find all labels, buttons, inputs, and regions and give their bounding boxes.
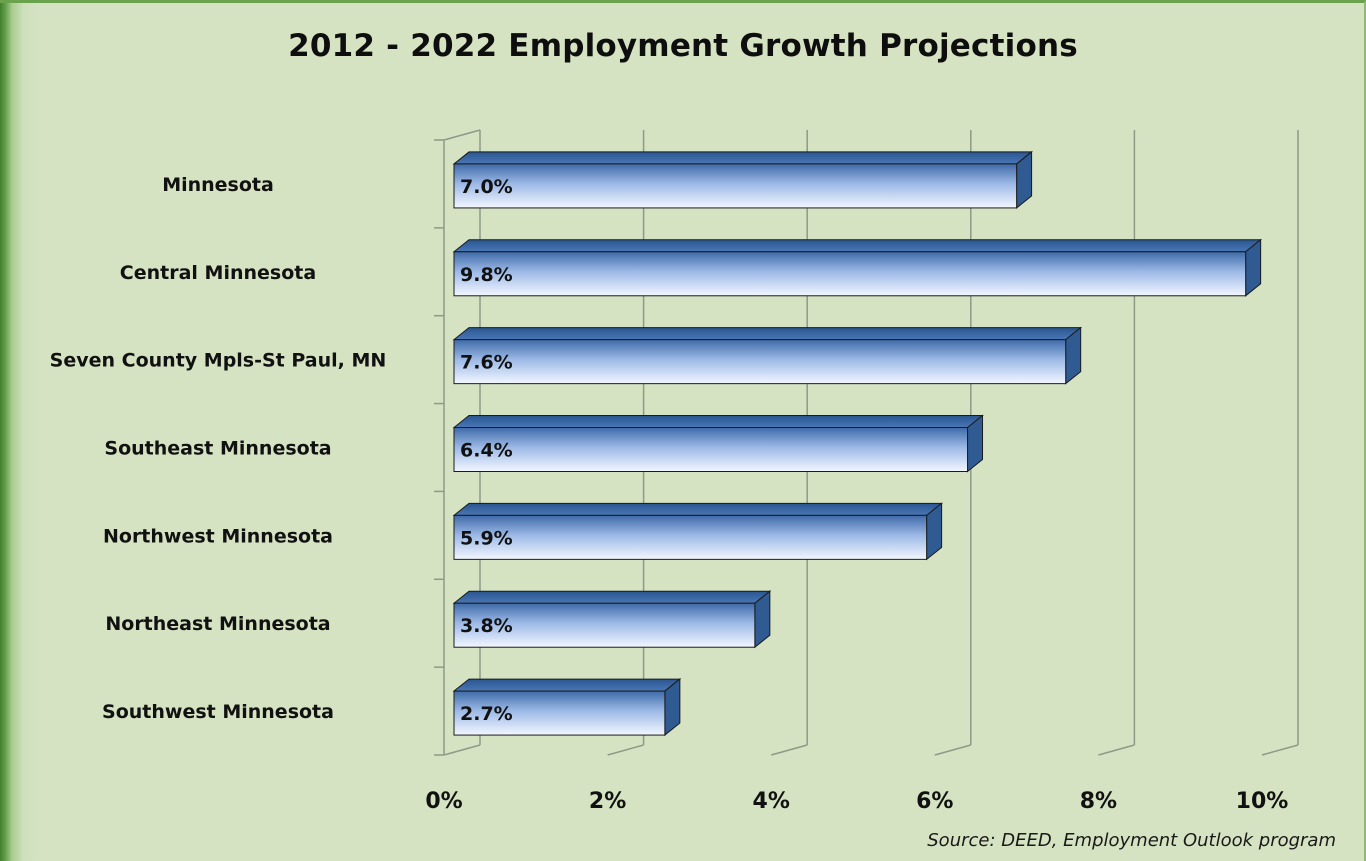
bar [453,514,928,560]
bar-top-face [452,327,1083,341]
x-tick-label: 10% [1236,789,1289,814]
floor-gridline [607,744,644,756]
bar-data-label: 9.8% [460,264,513,286]
bar-data-label: 7.0% [460,176,513,198]
labels: 0% 2% 4% 6% 8% 10% 7.0% Minnesota 9.8% Central Mi… [50,174,1289,814]
x-tick-label: 0% [425,789,462,814]
bar [453,251,1247,297]
bar-top-face [452,415,984,428]
category-label: Central Minnesota [120,262,316,284]
floor-gridline [443,744,481,756]
y-axis-top-edge [443,129,481,141]
bar-data-label: 2.7% [460,703,513,725]
bar [453,427,969,472]
bars [452,150,1263,737]
source-note: Source: DEED, Employment Outlook program [927,830,1336,851]
x-tick-label: 8% [1080,789,1117,814]
floor-gridline [770,744,808,756]
x-tick-label: 4% [753,789,790,814]
bar [453,690,666,736]
bar [453,339,1067,385]
category-label: Northwest Minnesota [103,525,333,547]
bar-data-label: 3.8% [460,615,513,637]
category-label: Minnesota [162,174,274,196]
bar-data-label: 5.9% [460,527,513,549]
category-label: Southeast Minnesota [104,438,331,460]
category-label: Southwest Minnesota [102,701,334,723]
bar-data-label: 7.6% [460,352,513,374]
floor-gridline [1261,744,1299,756]
bar-top-face [452,239,1263,253]
bar [453,163,1018,209]
bar-top-face [452,590,772,604]
bar-top-face [452,151,1034,165]
chart-title: 2012 - 2022 Employment Growth Projection… [288,28,1078,64]
bar [453,602,756,648]
category-label: Northeast Minnesota [105,613,330,635]
category-label: Seven County Mpls-St Paul, MN [50,350,387,372]
floor-gridline [1098,744,1135,756]
x-tick-label: 2% [589,789,626,814]
bar-data-label: 6.4% [460,440,513,462]
bar-top-face [452,502,944,516]
floor-gridline [934,744,972,756]
x-tick-label: 6% [916,789,953,814]
bar-top-face [452,678,682,692]
